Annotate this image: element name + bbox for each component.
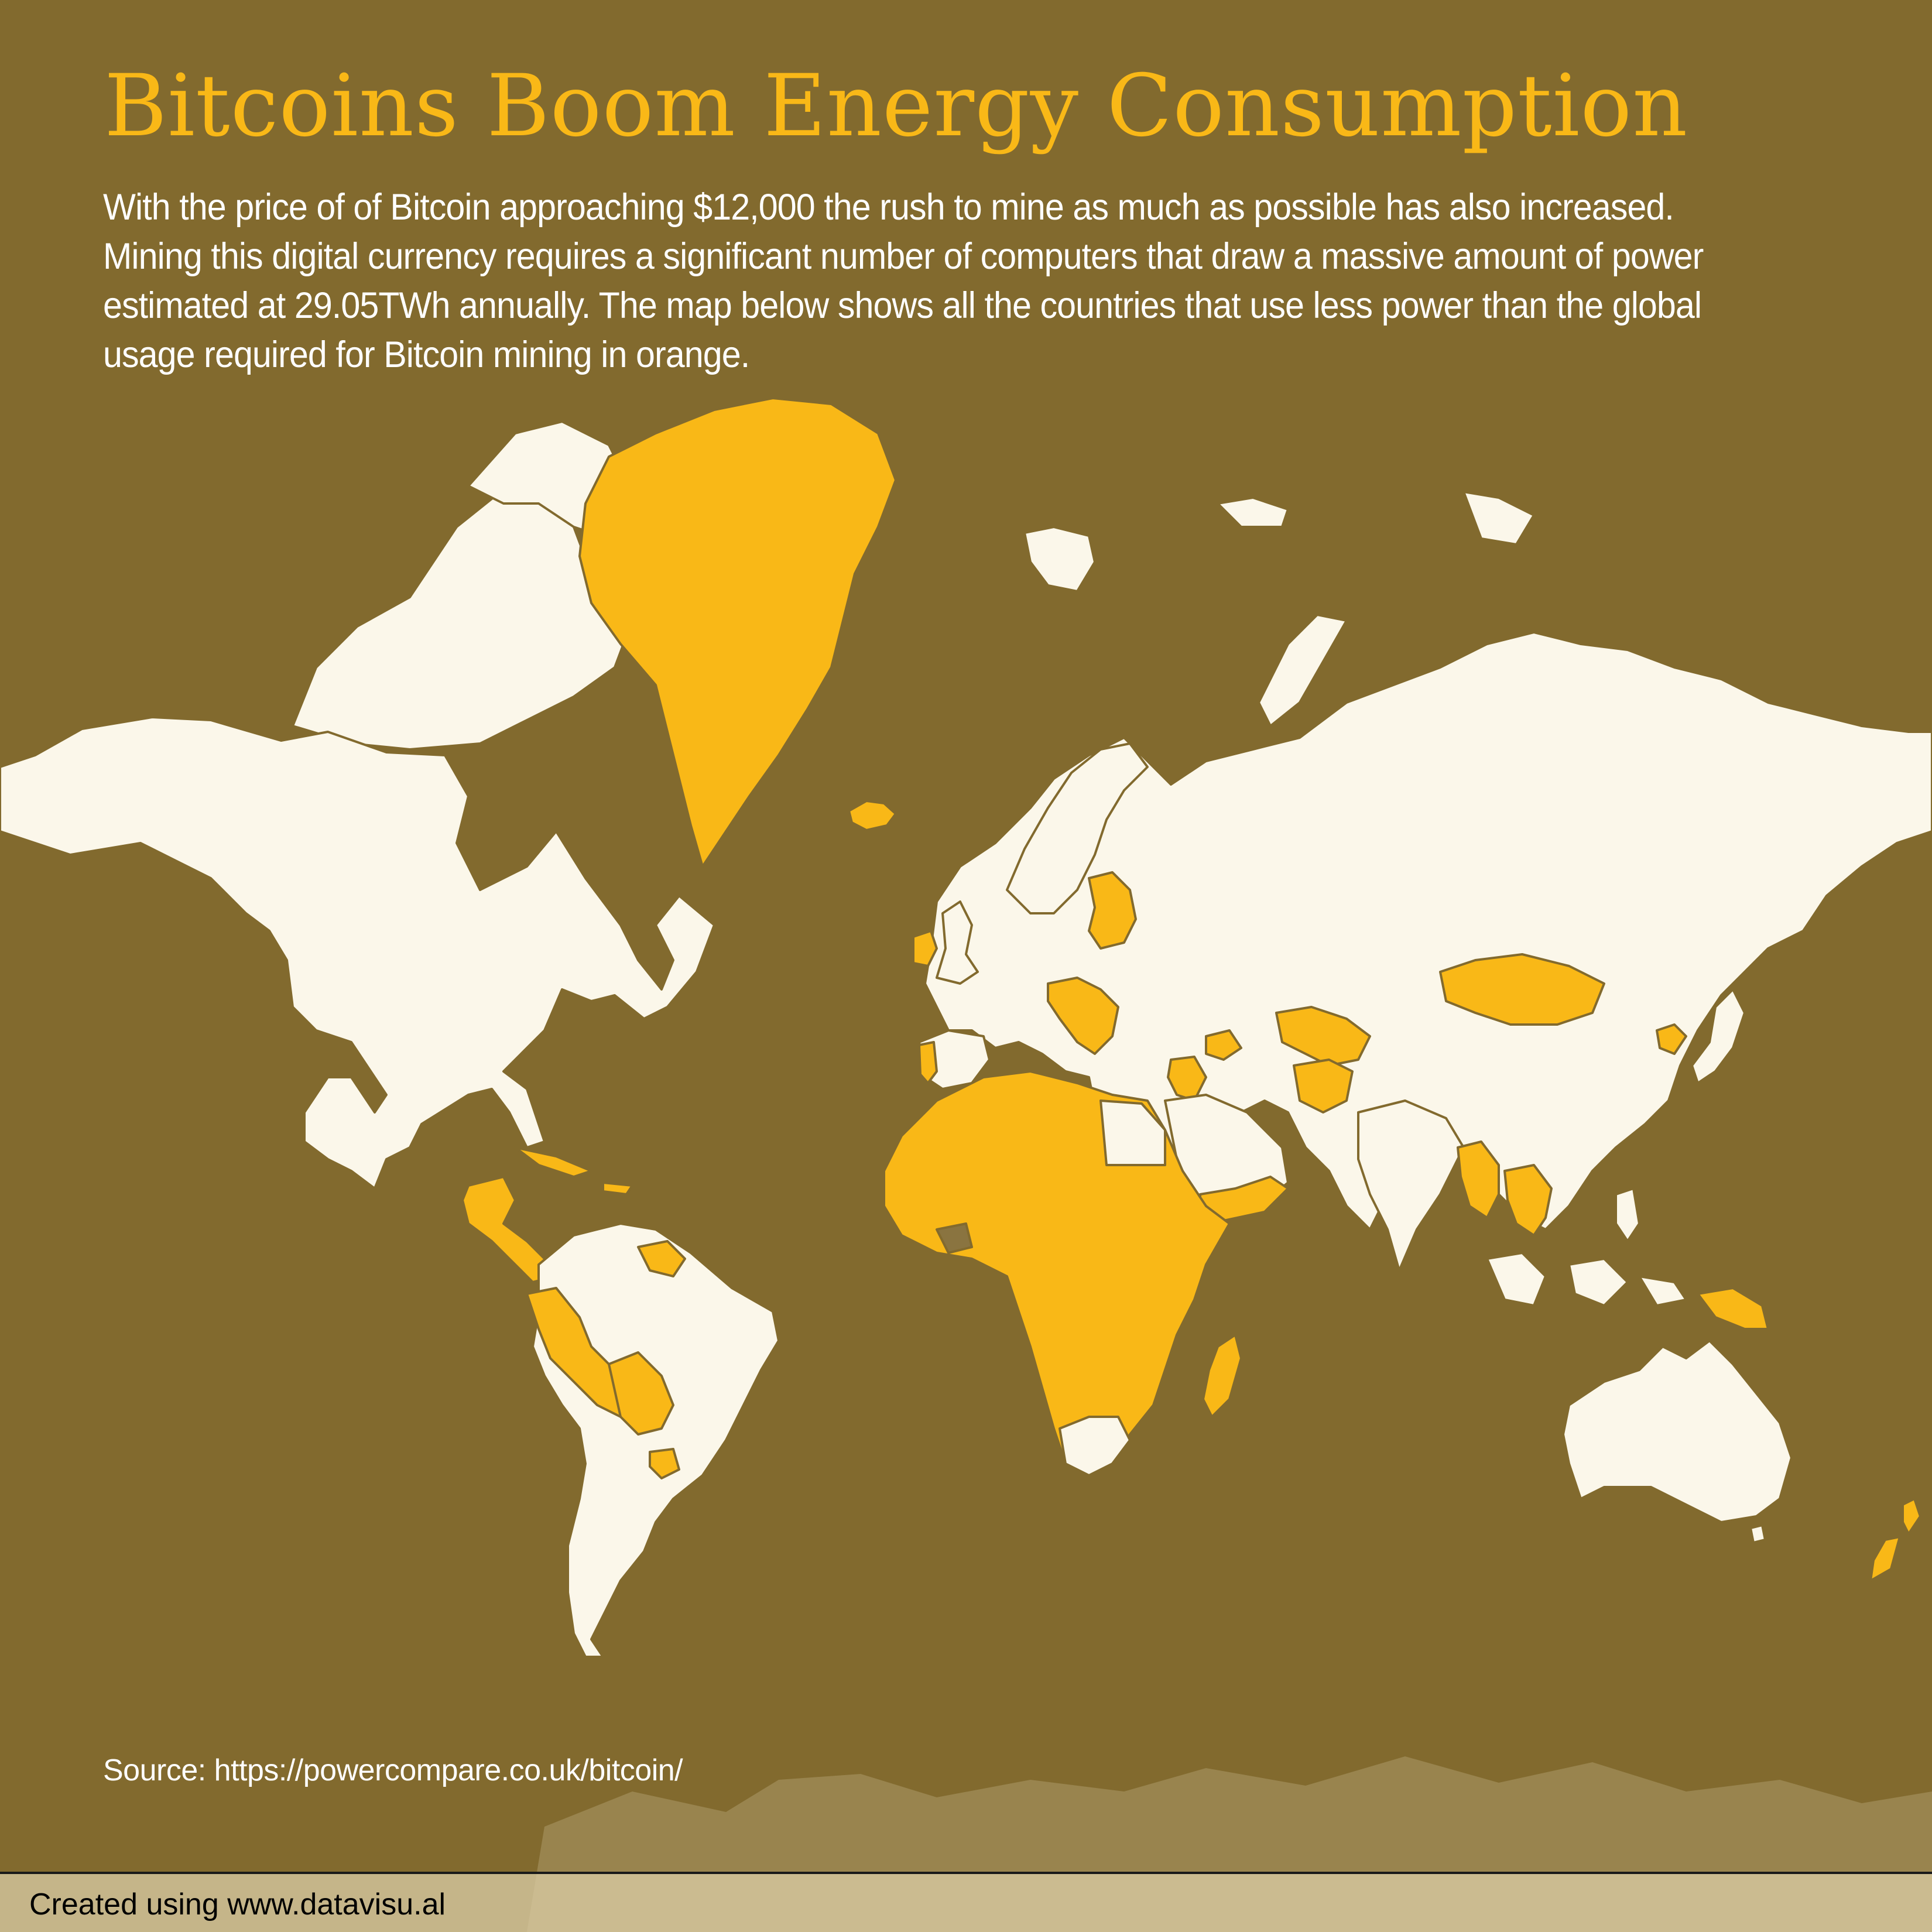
- australia: [1562, 1340, 1793, 1523]
- central-asia: [1275, 1006, 1371, 1067]
- new-zealand: [1869, 1498, 1921, 1582]
- portugal: [918, 1041, 938, 1084]
- africa: [883, 1070, 1231, 1477]
- novaya-zemlya: [1258, 614, 1348, 727]
- page-title: Bitcoins Boom Energy Consumption: [104, 56, 1688, 156]
- north-america: [0, 716, 715, 1190]
- afghanistan: [1293, 1059, 1354, 1114]
- mongolia: [1439, 953, 1605, 1026]
- franz-josef-land: [1217, 496, 1289, 528]
- footer-bar: Created using www.datavisu.al: [0, 1872, 1932, 1932]
- balkans: [1047, 977, 1119, 1055]
- caribbean-islands: [514, 1146, 633, 1195]
- scandinavia: [1006, 742, 1149, 914]
- source-link[interactable]: Source: https://powercompare.co.uk/bitco…: [103, 1753, 683, 1787]
- japan: [1691, 988, 1746, 1084]
- footer-credit[interactable]: Created using www.datavisu.al: [29, 1888, 446, 1921]
- uruguay: [649, 1448, 680, 1479]
- caucasus: [1205, 1029, 1242, 1061]
- iceland: [848, 800, 897, 831]
- maritime-southeast-asia: [1486, 1187, 1687, 1307]
- southeast-asia: [1503, 1164, 1553, 1236]
- madagascar: [1202, 1334, 1242, 1418]
- papua-new-guinea: [1697, 1287, 1769, 1330]
- map-land: [0, 397, 1932, 1932]
- baltic-belarus: [1088, 871, 1137, 950]
- great-britain: [936, 900, 979, 985]
- severnaya-zemlya: [1462, 491, 1535, 546]
- north-korea: [1656, 1023, 1687, 1055]
- india: [1357, 1099, 1465, 1272]
- greenland: [578, 397, 897, 868]
- west-africa-no-data: [936, 1222, 973, 1254]
- tasmania: [1749, 1524, 1766, 1544]
- bangladesh-myanmar: [1457, 1140, 1500, 1219]
- intro-paragraph: With the price of of Bitcoin approaching…: [103, 187, 1704, 375]
- guyanas: [637, 1240, 686, 1277]
- south-america: [532, 1222, 780, 1658]
- ireland: [912, 930, 938, 967]
- svalbard: [1023, 526, 1096, 592]
- egypt: [1099, 1099, 1166, 1166]
- south-africa: [1059, 1416, 1131, 1477]
- paraguay-bolivia: [608, 1351, 674, 1436]
